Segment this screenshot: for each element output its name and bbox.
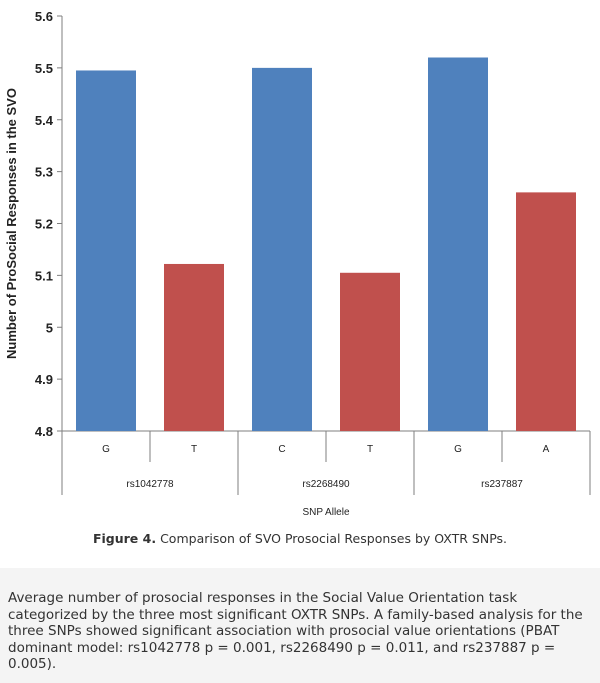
- x-category-label: T: [191, 444, 197, 455]
- y-tick-label: 4.8: [35, 424, 53, 439]
- x-group-label: rs237887: [481, 479, 523, 490]
- bar: [164, 263, 224, 431]
- figure-note-text: Average number of prosocial responses in…: [8, 590, 583, 672]
- chart-area: 4.8 4.9 5 5.1 5.2 5.3 5.4 5.5 5.6 Number of ProSo…: [4, 9, 591, 518]
- figure-caption-text: Comparison of SVO Prosocial Responses by…: [160, 531, 508, 546]
- figure-label: Figure 4.: [92, 531, 157, 546]
- bar: [252, 67, 312, 431]
- x-category-label: A: [543, 444, 550, 455]
- x-category-label: G: [102, 444, 110, 455]
- y-tick-label: 5.2: [35, 217, 53, 232]
- bar: [516, 192, 576, 431]
- y-tick-label: 4.9: [35, 372, 53, 387]
- bar: [340, 272, 400, 431]
- figure-note: Average number of prosocial responses in…: [0, 568, 600, 683]
- y-tick-label: 5: [46, 320, 53, 335]
- x-category-label: T: [367, 444, 373, 455]
- x-group-label: rs1042778: [126, 479, 174, 490]
- figure-caption: Figure 4. Comparison of SVO Prosocial Re…: [0, 531, 600, 546]
- y-tick-label: 5.4: [35, 113, 54, 128]
- x-category-label: C: [278, 444, 285, 455]
- x-group-label: rs2268490: [302, 479, 350, 490]
- y-tick-label: 5.1: [35, 268, 53, 283]
- bar: [76, 70, 136, 431]
- y-tick-label: 5.3: [35, 165, 53, 180]
- x-axis-title: SNP Allele: [302, 507, 350, 518]
- bar-chart: 4.8 4.9 5 5.1 5.2 5.3 5.4 5.5 5.6 Number of ProSo…: [4, 9, 591, 518]
- bar: [428, 57, 488, 431]
- y-tick-label: 5.6: [35, 9, 53, 24]
- y-axis-title: Number of ProSocial Responses in the SVO: [4, 88, 19, 359]
- y-tick-label: 5.5: [35, 61, 53, 76]
- x-category-label: G: [454, 444, 462, 455]
